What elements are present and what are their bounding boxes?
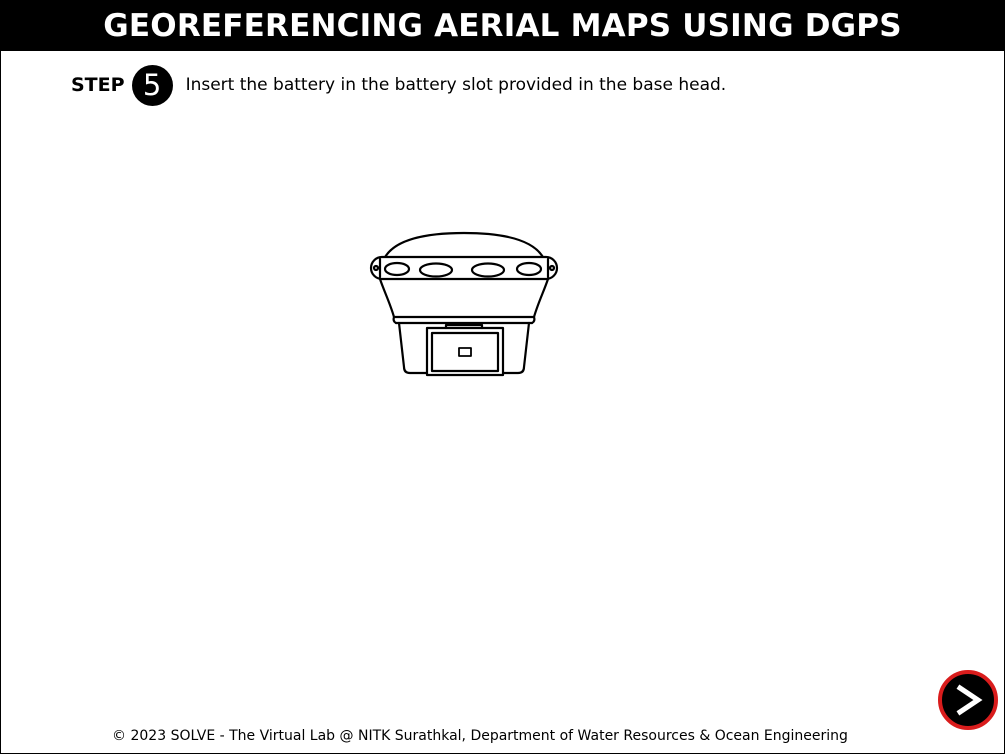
- footer-copyright: © 2023 SOLVE - The Virtual Lab @ NITK Su…: [112, 728, 848, 744]
- chevron-right-icon: [956, 684, 983, 716]
- step-header: STEP 5 Insert the battery in the battery…: [71, 64, 727, 106]
- next-button[interactable]: [938, 670, 998, 730]
- step-number-badge: 5: [131, 64, 173, 106]
- step-label: STEP: [71, 74, 125, 96]
- dgps-base-head-icon: [369, 231, 559, 377]
- page-title: GEOREFERENCING AERIAL MAPS USING DGPS: [1, 1, 1004, 51]
- step-instruction: Insert the battery in the battery slot p…: [185, 75, 727, 95]
